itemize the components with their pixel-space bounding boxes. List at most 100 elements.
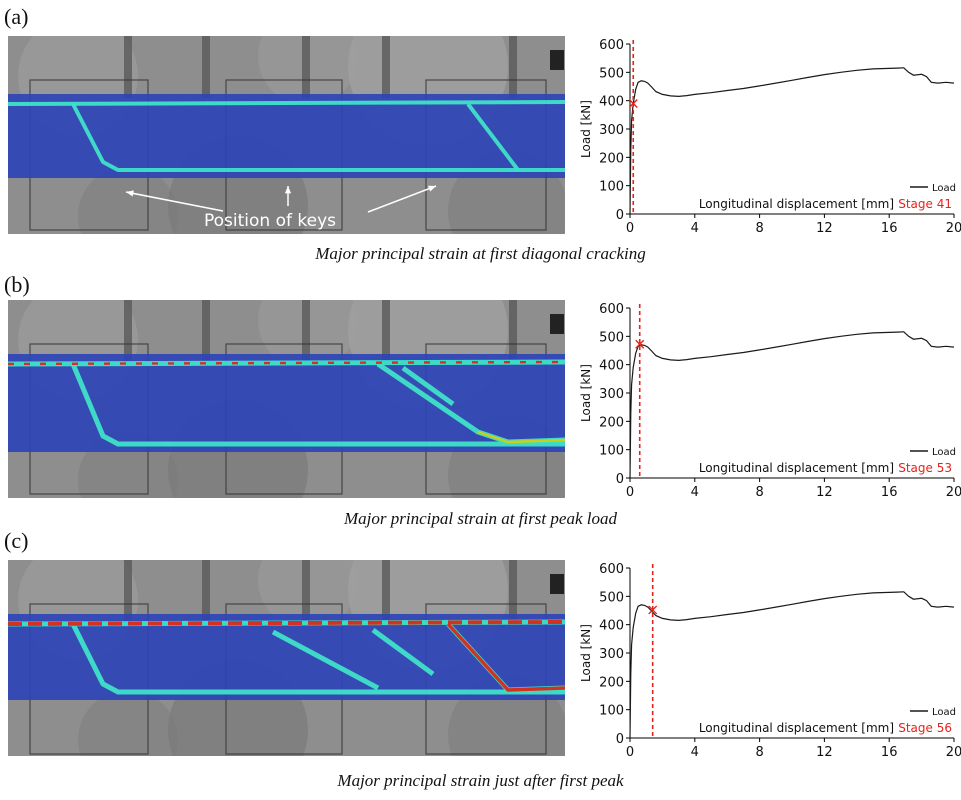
strain-field-b xyxy=(8,300,565,498)
x-tick-label: 16 xyxy=(881,485,898,500)
load-chart-svg-c: 0 100 200 300 400 500 600 0 4 8 12 16 20 Load [kN] Lon… xyxy=(579,562,961,760)
y-tick-label: 100 xyxy=(599,180,624,195)
x-tick-label: 16 xyxy=(881,221,898,236)
load-chart-svg-a: 0 100 200 300 400 500 600 0 4 8 12 16 20 Load [kN] Lon… xyxy=(579,38,961,236)
x-tick-label: 12 xyxy=(816,485,833,500)
x-tick-label: 8 xyxy=(755,745,763,760)
y-axis-label: Load [kN] xyxy=(579,100,593,158)
legend-label: Load xyxy=(932,707,956,718)
x-tick-label: 8 xyxy=(755,485,763,500)
y-tick-label: 600 xyxy=(599,562,624,577)
rod xyxy=(124,300,132,362)
strain-field-a: Position of keys xyxy=(8,36,565,234)
clamp-block xyxy=(550,50,564,70)
y-tick-label: 600 xyxy=(599,302,624,317)
rod xyxy=(382,300,390,362)
rod xyxy=(124,560,132,622)
y-tick-label: 600 xyxy=(599,38,624,53)
panel-label-a: (a) xyxy=(4,4,29,29)
y-tick-label: 200 xyxy=(599,675,624,690)
strain-image-b xyxy=(8,300,565,498)
y-tick-label: 500 xyxy=(599,590,624,605)
x-tick-label: 12 xyxy=(816,221,833,236)
concrete-texture xyxy=(78,166,178,234)
x-tick-label: 16 xyxy=(881,745,898,760)
x-tick-label: 4 xyxy=(691,485,699,500)
load-series-line xyxy=(629,67,955,215)
x-axis-label: Longitudinal displacement [mm] xyxy=(699,721,894,735)
crack-line xyxy=(70,622,565,695)
crack-line xyxy=(401,365,455,407)
stage-marker-point xyxy=(628,99,638,108)
crack-line xyxy=(70,363,565,447)
load-chart-c: 0 100 200 300 400 500 600 0 4 8 12 16 20 Load [kN] Lon… xyxy=(574,556,961,766)
y-tick-label: 400 xyxy=(599,95,624,110)
rod xyxy=(302,300,310,362)
y-tick-label: 400 xyxy=(599,619,624,634)
x-tick-label: 0 xyxy=(626,221,634,236)
x-tick-label: 0 xyxy=(626,485,634,500)
panel-label-b: (b) xyxy=(4,272,30,297)
crack-high-strain xyxy=(446,622,565,692)
rod xyxy=(509,36,517,98)
key-arrow xyxy=(125,190,224,212)
x-tick-label: 8 xyxy=(755,221,763,236)
rod xyxy=(124,36,132,98)
x-tick-label: 20 xyxy=(946,745,961,760)
keys-annotation: Position of keys xyxy=(204,211,336,231)
rod xyxy=(509,560,517,622)
load-series-line xyxy=(629,591,955,739)
legend-label: Load xyxy=(932,447,956,458)
rod xyxy=(202,300,210,362)
strain-field-c xyxy=(8,560,565,756)
stage-marker-point xyxy=(648,605,658,615)
stage-marker-point xyxy=(635,339,645,349)
crack-mid-strain xyxy=(477,430,565,444)
rod xyxy=(509,300,517,362)
clamp-block xyxy=(550,314,564,334)
strain-image-a: Position of keys xyxy=(8,36,565,234)
crack-line xyxy=(466,102,520,172)
rod xyxy=(382,36,390,98)
load-chart-svg-b: 0 100 200 300 400 500 600 0 4 8 12 16 20 Load [kN] Lon… xyxy=(579,302,961,500)
panel-label-c: (c) xyxy=(4,528,29,553)
stage-label: Stage 53 xyxy=(898,461,952,475)
clamp-block xyxy=(550,574,564,594)
load-chart-b: 0 100 200 300 400 500 600 0 4 8 12 16 20 Load [kN] Lon… xyxy=(574,296,961,506)
load-series-line xyxy=(629,331,955,479)
crack-line xyxy=(271,629,380,691)
y-tick-label: 500 xyxy=(599,330,624,345)
y-tick-label: 100 xyxy=(599,444,624,459)
caption-a: Major principal strain at first diagonal… xyxy=(315,244,646,263)
crack-line xyxy=(371,627,435,677)
x-tick-label: 20 xyxy=(946,485,961,500)
caption-b: Major principal strain at first peak loa… xyxy=(344,509,617,528)
rod xyxy=(302,36,310,98)
y-tick-label: 0 xyxy=(616,208,624,223)
strain-band xyxy=(8,614,565,700)
x-tick-label: 20 xyxy=(946,221,961,236)
y-axis-label: Load [kN] xyxy=(579,364,593,422)
load-chart-a: 0 100 200 300 400 500 600 0 4 8 12 16 20 Load [kN] Lon… xyxy=(574,32,961,242)
x-tick-label: 0 xyxy=(626,745,634,760)
concrete-texture xyxy=(78,690,178,756)
legend-label: Load xyxy=(932,183,956,194)
x-axis-label: Longitudinal displacement [mm] xyxy=(699,197,894,211)
y-tick-label: 200 xyxy=(599,151,624,166)
key-arrow xyxy=(284,186,292,206)
crack-high-strain xyxy=(8,360,565,366)
caption-c: Major principal strain just after first … xyxy=(337,771,624,790)
y-tick-label: 200 xyxy=(599,415,624,430)
rod xyxy=(202,560,210,622)
y-axis-label: Load [kN] xyxy=(579,624,593,682)
y-tick-label: 300 xyxy=(599,123,624,138)
stage-label: Stage 56 xyxy=(898,721,952,735)
y-tick-label: 300 xyxy=(599,647,624,662)
rod xyxy=(302,560,310,622)
stage-label: Stage 41 xyxy=(898,197,952,211)
y-tick-label: 300 xyxy=(599,387,624,402)
x-tick-label: 12 xyxy=(816,745,833,760)
y-tick-label: 0 xyxy=(616,472,624,487)
rod xyxy=(382,560,390,622)
strain-image-c xyxy=(8,560,565,756)
